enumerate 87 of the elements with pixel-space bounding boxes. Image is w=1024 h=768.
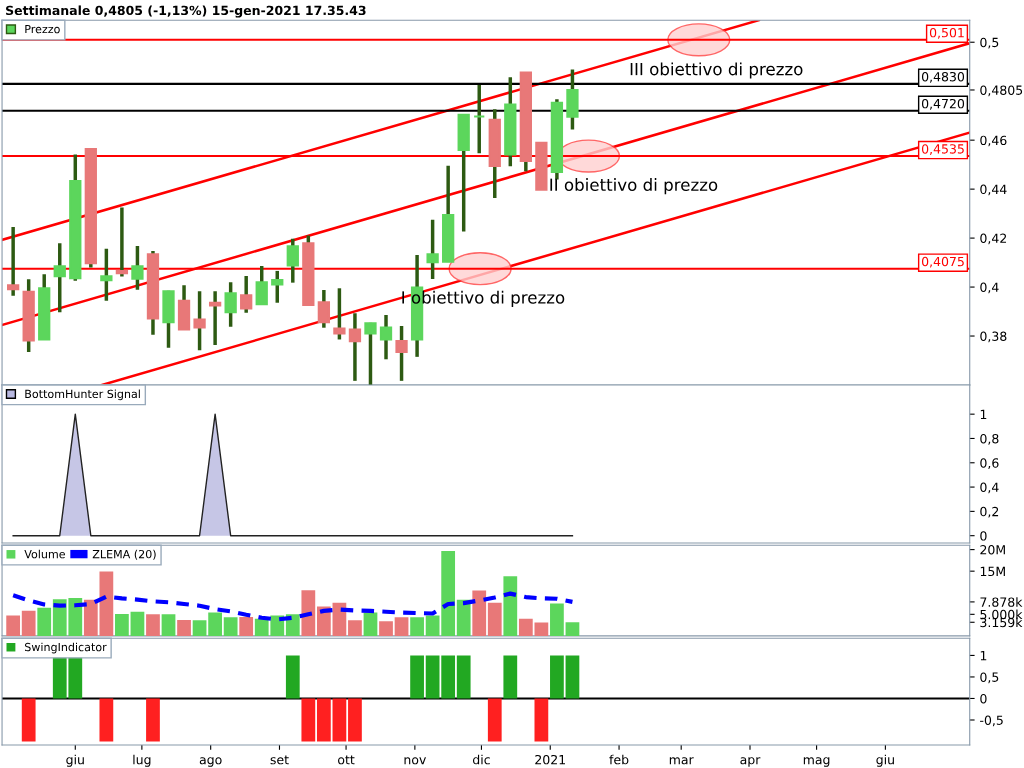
legend-label: ZLEMA (20) <box>92 549 156 560</box>
bar <box>472 590 487 636</box>
x-tick-label: mag <box>803 757 830 767</box>
bar <box>177 619 191 636</box>
candlestick <box>53 243 66 313</box>
y-tick-label: 0,44 <box>980 184 1007 196</box>
candlestick <box>286 238 299 283</box>
candlestick <box>519 71 532 172</box>
bar <box>301 590 316 636</box>
bar <box>21 610 36 636</box>
bar <box>37 607 52 636</box>
x-tick-label: nov <box>404 757 426 765</box>
ref-line-label: 0,501 <box>929 27 964 39</box>
y-tick-label: 20M <box>980 545 1005 555</box>
x-tick-label: mar <box>669 757 694 765</box>
legend-label: BottomHunter Signal <box>25 389 140 401</box>
bar <box>223 617 238 636</box>
bar <box>161 614 176 636</box>
y-tick-label: 0,6 <box>980 458 999 469</box>
y-tick-label: 1 <box>980 651 987 661</box>
bar <box>503 576 518 636</box>
candlestick <box>348 313 362 381</box>
bar <box>379 621 393 636</box>
candlestick <box>317 290 331 328</box>
candlestick <box>115 207 129 277</box>
candlestick <box>488 109 501 198</box>
bar <box>115 613 129 636</box>
bar <box>130 611 145 636</box>
candlestick <box>6 227 20 296</box>
legend-label: Prezzo <box>25 24 60 34</box>
x-tick-label: giu <box>66 754 84 767</box>
candlestick <box>193 291 206 351</box>
annotation: III obiettivo di prezzo <box>630 62 803 79</box>
x-tick-label: lug <box>133 754 151 767</box>
y-tick-label: 0,5 <box>980 672 999 684</box>
ref-line-label: 0,4535 <box>921 144 964 155</box>
bar <box>394 617 409 636</box>
bar <box>550 603 564 636</box>
candlestick <box>535 141 548 191</box>
bar <box>239 616 254 636</box>
ref-line-label: 0,4075 <box>921 256 964 268</box>
bar <box>363 612 378 636</box>
x-tick-label: feb <box>609 754 629 765</box>
bar <box>348 620 362 636</box>
y-tick-label: 15M <box>980 566 1005 577</box>
y-tick-label: 1 <box>980 409 987 419</box>
ref-line-label: 0,4720 <box>921 98 965 110</box>
y-tick-label: 0,4805 <box>980 85 1023 97</box>
annotation: II obiettivo di prezzo <box>550 178 718 195</box>
chart-title: Settimanale 0,4805 (-1,13%) 15-gen-2021 17.35.43 <box>6 5 366 18</box>
bar <box>456 599 471 636</box>
y-tick-label: 0,38 <box>980 331 1007 343</box>
ref-line-label: 0,4830 <box>921 71 965 83</box>
x-tick-label: set <box>270 755 289 765</box>
y-tick-label: 0,46 <box>980 135 1007 147</box>
legend-label: SwingIndicator <box>25 642 107 654</box>
y-tick-label: 0,4 <box>980 282 999 294</box>
y-tick-label: 0 <box>980 693 987 704</box>
y-tick-label: 0,8 <box>980 433 999 445</box>
x-tick-label: ago <box>199 757 222 767</box>
candlestick <box>379 314 393 360</box>
candlestick <box>240 276 253 313</box>
x-tick-label: 2021 <box>535 754 565 765</box>
y-tick-label: 7.878k <box>980 597 1023 607</box>
x-tick-label: ott <box>338 755 355 765</box>
line-series <box>11 591 575 622</box>
candlestick <box>550 99 564 180</box>
bar <box>192 620 207 636</box>
y-tick-label: 0,5 <box>980 37 999 49</box>
bar <box>146 614 160 636</box>
y-tick-label: 0,4 <box>980 482 999 494</box>
candlestick <box>473 85 486 154</box>
y-tick-label: -0,5 <box>980 715 1003 727</box>
x-tick-label: apr <box>740 757 761 767</box>
bar <box>6 615 21 636</box>
y-tick-label: 0,2 <box>980 506 999 518</box>
x-tick-label: giu <box>876 754 894 767</box>
candlestick <box>100 247 113 301</box>
y-tick-label: 0 <box>980 531 987 541</box>
legend-label: Volume <box>24 549 66 559</box>
x-tick-label: dic <box>473 754 490 765</box>
bar <box>208 612 222 636</box>
bar <box>565 622 580 636</box>
y-tick-label: 0,42 <box>980 233 1007 245</box>
bar <box>285 614 300 636</box>
bar <box>410 617 424 636</box>
bar <box>487 602 502 636</box>
